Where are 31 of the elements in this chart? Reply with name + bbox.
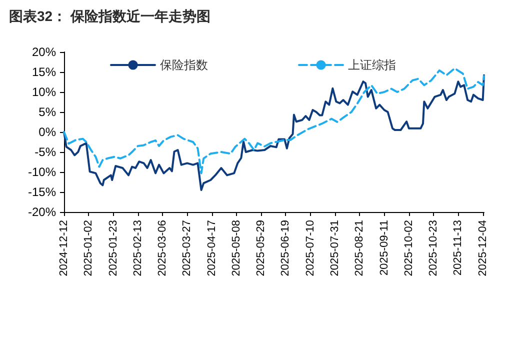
x-tick-label: 2025-03-27 [181,220,194,276]
y-tick-label: -10% [28,165,56,179]
x-tick-label: 2025-05-29 [255,220,268,276]
x-tick-label: 2025-09-11 [378,220,390,276]
legend-label: 保险指数 [160,58,208,72]
y-tick-label: -20% [28,205,56,219]
x-tick-label: 2025-01-23 [107,220,120,276]
chart-title: 图表32： 保险指数近一年走势图 [9,8,210,24]
x-tick-label: 2025-02-13 [132,220,144,276]
y-tick-label: 10% [32,85,56,99]
x-tick-label: 2025-05-08 [230,220,242,276]
x-tick-label: 2025-07-31 [329,220,342,276]
y-tick-label: -5% [34,145,56,159]
y-tick-label: 0% [38,125,56,139]
x-tick-label: 2025-11-13 [452,220,464,276]
legend-label: 上证综指 [348,58,396,72]
x-tick-label: 2025-06-19 [280,220,292,276]
x-tick-label: 2025-03-06 [156,220,169,276]
x-tick-label: 2024-12-12 [58,220,70,276]
y-tick-label: -15% [28,185,56,199]
x-tick-label: 2025-10-23 [428,220,440,276]
x-tick-label: 2025-04-17 [206,220,218,276]
y-tick-label: 20% [32,45,56,59]
x-tick-label: 2025-01-02 [82,220,95,276]
x-tick-label: 2025-07-10 [304,220,316,276]
x-tick-label: 2025-08-21 [354,220,366,276]
line-series [63,74,485,191]
x-tick-label: 2025-12-04 [476,220,489,276]
x-tick-label: 2025-10-02 [402,220,415,276]
y-tick-label: 15% [32,65,56,79]
y-tick-label: 5% [38,105,56,119]
